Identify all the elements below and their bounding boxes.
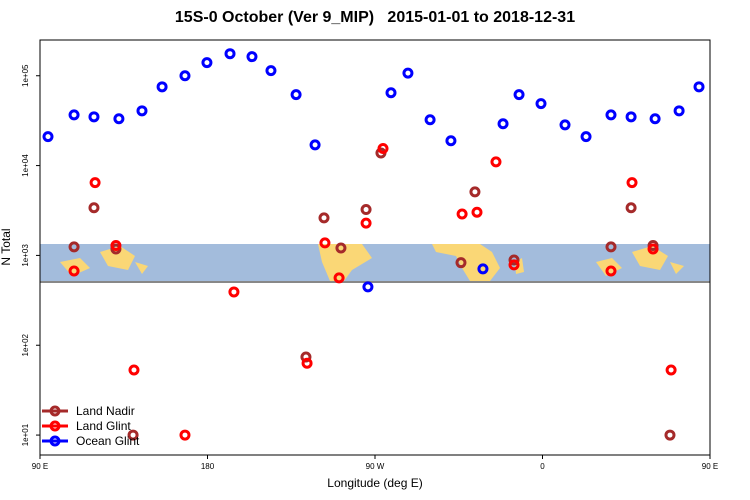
point [179, 429, 191, 441]
point [605, 265, 617, 277]
point [89, 177, 101, 189]
point [471, 206, 483, 218]
point [535, 98, 547, 110]
point [605, 241, 617, 253]
point [445, 135, 457, 147]
point [665, 364, 677, 376]
point [559, 119, 571, 131]
y-axis-title: N Total [0, 228, 13, 265]
point [113, 113, 125, 125]
point [385, 87, 397, 99]
point [625, 202, 637, 214]
point [318, 212, 330, 224]
y-tick-label: 1e+01 [21, 423, 30, 446]
point [68, 109, 80, 121]
point [490, 156, 502, 168]
point [625, 111, 637, 123]
x-tick-label: 90 E [32, 462, 48, 471]
point [265, 65, 277, 77]
point [88, 111, 100, 123]
x-tick-label: 0 [540, 462, 545, 471]
point [513, 89, 525, 101]
legend-marker [49, 405, 61, 417]
point [360, 204, 372, 216]
x-axis-title: Longitude (deg E) [327, 476, 422, 490]
point [224, 48, 236, 60]
point [179, 70, 191, 82]
chart-title: 15S-0 October (Ver 9_MIP) 2015-01-01 to … [175, 9, 575, 26]
point [128, 364, 140, 376]
point [469, 186, 481, 198]
y-tick-label: 1e+04 [21, 154, 30, 177]
land [596, 246, 684, 276]
y-tick-label: 1e+02 [21, 333, 30, 356]
point [649, 113, 661, 125]
land [432, 244, 524, 281]
point [673, 105, 685, 117]
point [402, 67, 414, 79]
point [42, 131, 54, 143]
point [477, 263, 489, 275]
point [693, 81, 705, 93]
point [309, 139, 321, 151]
point [68, 241, 80, 253]
y-tick-label: 1e+03 [21, 244, 30, 267]
point [246, 51, 258, 63]
legend-label: Land Glint [76, 419, 131, 433]
x-tick-label: 90 E [702, 462, 718, 471]
point [290, 89, 302, 101]
point [88, 202, 100, 214]
point [110, 239, 122, 251]
point [333, 272, 345, 284]
point [605, 109, 617, 121]
point [319, 237, 331, 249]
point [456, 208, 468, 220]
point [127, 429, 139, 441]
point [156, 81, 168, 93]
point [377, 142, 389, 154]
legend-marker [49, 420, 61, 432]
point [424, 114, 436, 126]
point [508, 254, 520, 266]
y-tick-label: 1e+05 [21, 64, 30, 87]
point [626, 177, 638, 189]
point [455, 257, 467, 269]
point [228, 286, 240, 298]
point [201, 57, 213, 69]
map-strip [40, 244, 710, 283]
legend-label: Land Nadir [76, 404, 135, 418]
x-tick-label: 180 [201, 462, 215, 471]
point [647, 243, 659, 255]
point [300, 351, 312, 363]
point [136, 105, 148, 117]
point [508, 259, 520, 271]
point [362, 281, 374, 293]
land [318, 244, 372, 281]
point [664, 429, 676, 441]
point [360, 217, 372, 229]
legend-label: Ocean Glint [76, 434, 140, 448]
point [68, 265, 80, 277]
point [301, 357, 313, 369]
point [335, 242, 347, 254]
point [580, 131, 592, 143]
point [497, 118, 509, 130]
land [60, 246, 148, 276]
x-tick-label: 90 W [366, 462, 385, 471]
legend-marker [49, 435, 61, 447]
